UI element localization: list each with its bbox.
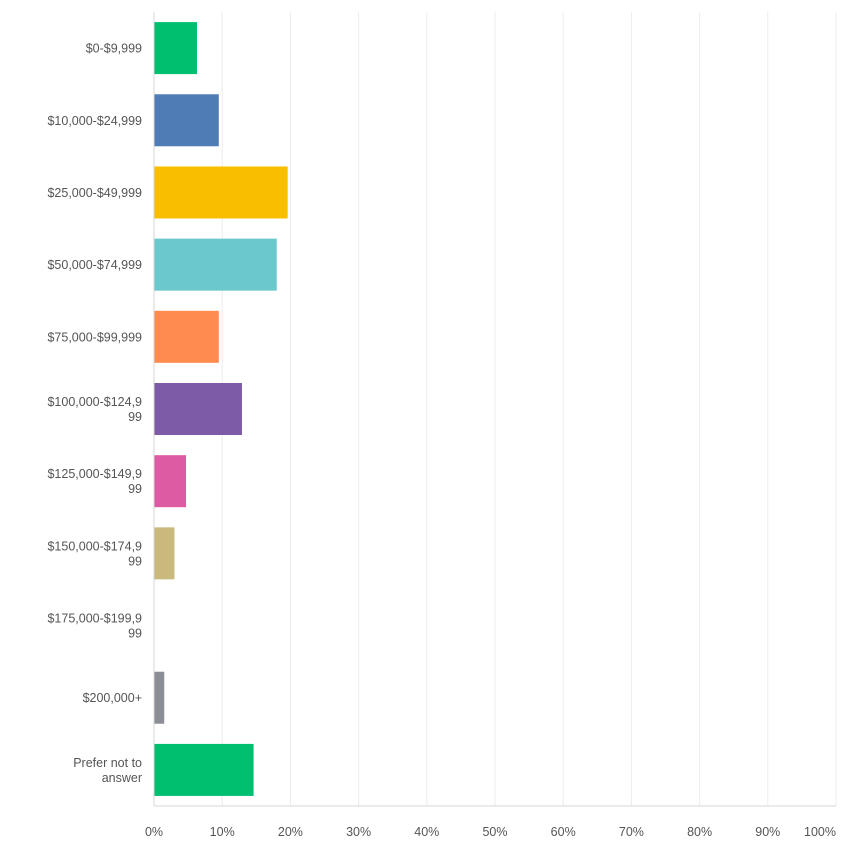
bar — [154, 166, 288, 219]
category-label: $10,000-$24,999 — [47, 114, 142, 128]
category-label: $200,000+ — [83, 691, 142, 705]
x-tick-label: 40% — [414, 825, 439, 839]
x-tick-label: 20% — [278, 825, 303, 839]
bar — [154, 22, 197, 75]
x-tick-label: 90% — [755, 825, 780, 839]
category-label: $25,000-$49,999 — [47, 186, 142, 200]
x-tick-label: 10% — [210, 825, 235, 839]
x-tick-label: 30% — [346, 825, 371, 839]
category-label: $150,000-$174,9 99 — [47, 539, 142, 568]
category-label: $75,000-$99,999 — [47, 330, 142, 344]
category-label: $175,000-$199,9 99 — [47, 612, 142, 641]
category-label: $100,000-$124,9 99 — [47, 395, 142, 424]
category-label: $125,000-$149,9 99 — [47, 467, 142, 496]
bar — [154, 455, 187, 508]
category-label: $0-$9,999 — [86, 42, 142, 56]
gridlines — [221, 12, 837, 806]
x-tick-label: 80% — [687, 825, 712, 839]
category-labels: $0-$9,999 $10,000-$24,999 $25,000-$49,999 $… — [47, 42, 142, 785]
bar — [154, 94, 219, 147]
bars — [154, 22, 288, 796]
x-tick-label: 50% — [482, 825, 507, 839]
x-tick-label: 60% — [551, 825, 576, 839]
bar — [154, 238, 277, 291]
category-label: $50,000-$74,999 — [47, 258, 142, 272]
x-tick-labels: 0% 10% 20% 30% 40% 50% 60% 70% 80% 90% 100% — [145, 825, 836, 839]
bar — [154, 383, 242, 435]
x-tick-label: 70% — [619, 825, 644, 839]
x-tick-label: 100% — [804, 825, 836, 839]
bar — [154, 743, 254, 796]
x-tick-label: 0% — [145, 825, 163, 839]
category-label: Prefer not to answer — [73, 756, 142, 785]
bar — [154, 527, 175, 580]
bar — [154, 310, 219, 363]
bar — [154, 671, 165, 724]
